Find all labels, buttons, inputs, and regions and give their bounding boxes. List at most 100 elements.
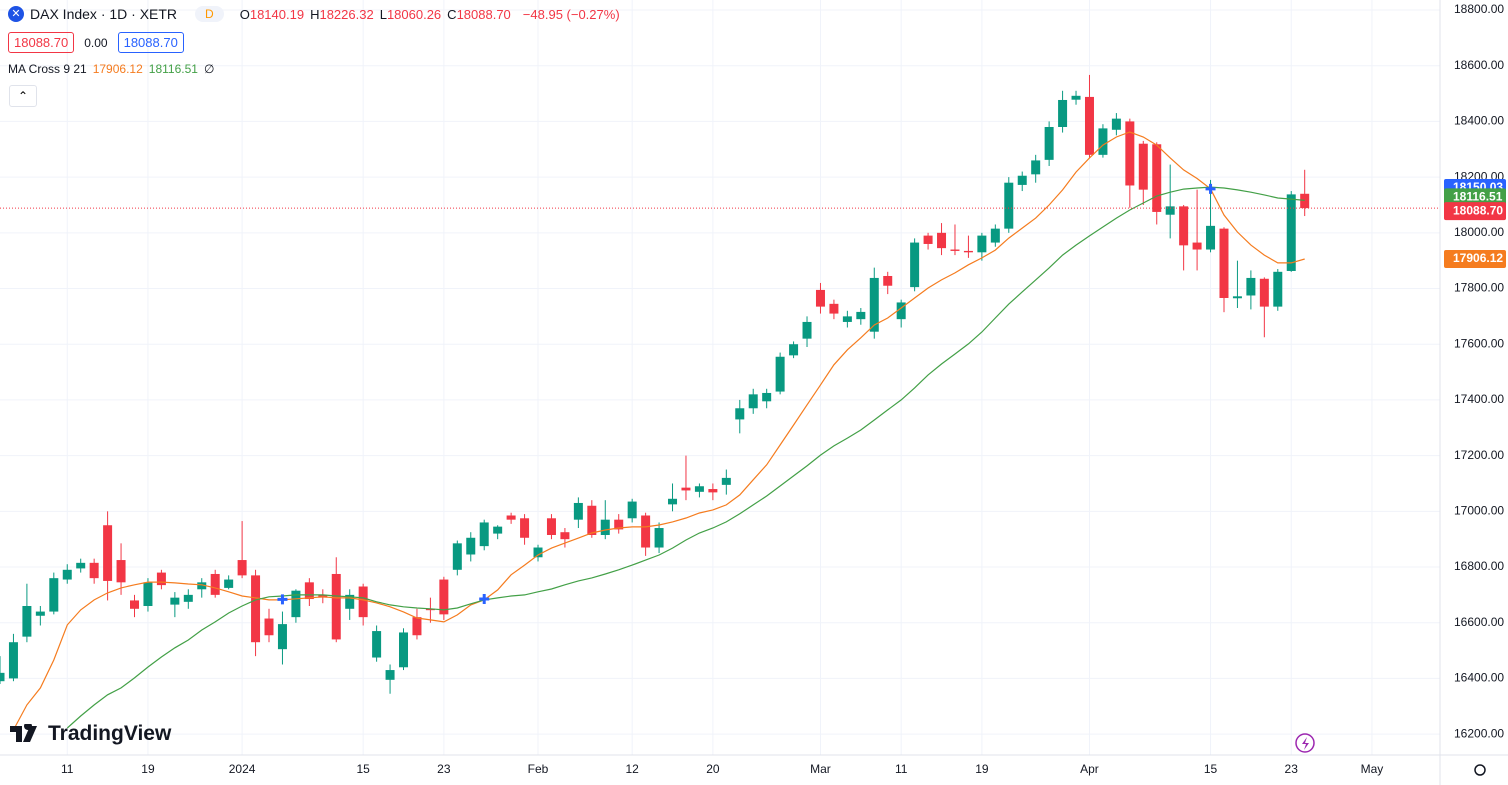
candle-body	[923, 235, 933, 244]
candle-body	[345, 594, 355, 609]
ohlc-value: 18088.70	[456, 6, 511, 22]
legend-row: ✕ DAX Index · 1D · XETR D O 18140.19 H 1822…	[8, 6, 626, 22]
candle-body	[910, 242, 920, 288]
candle-body	[1152, 144, 1162, 212]
cross-marker	[479, 594, 490, 605]
settings-icon	[1474, 764, 1486, 776]
candle-body	[694, 486, 704, 492]
y-tick-label: 16200.00	[1454, 726, 1504, 740]
x-tick-label: 2024	[229, 762, 256, 776]
candle-body	[1058, 99, 1068, 127]
x-tick-label: Apr	[1080, 762, 1099, 776]
candle-body	[641, 515, 651, 548]
cross-marker	[1205, 183, 1216, 194]
sell-box[interactable]: 18088.70	[8, 32, 75, 53]
candle-body	[1084, 96, 1094, 155]
alert-icon-bolt	[1302, 737, 1309, 750]
x-tick-label: Mar	[810, 762, 831, 776]
candle-body	[291, 590, 301, 618]
candle-body	[990, 228, 1000, 243]
candle-body	[546, 518, 556, 535]
candle-body	[560, 532, 570, 540]
candle-body	[1004, 182, 1014, 229]
candle-body	[143, 582, 153, 607]
candle-body	[815, 289, 825, 307]
candle-body	[1165, 206, 1175, 215]
candle-body	[856, 311, 866, 320]
candle-body	[62, 569, 72, 580]
candle-body	[35, 611, 45, 616]
candle-body	[237, 560, 247, 576]
candle-body	[1098, 128, 1108, 155]
candle-body	[183, 594, 193, 602]
indicator-extra: ∅	[203, 62, 215, 76]
candle-body	[439, 579, 449, 615]
candle-body	[197, 582, 207, 590]
candle-body	[452, 543, 462, 570]
badge[interactable]: D	[195, 6, 224, 22]
candle-body	[1017, 175, 1027, 185]
price-tag	[1444, 188, 1506, 207]
candle-body	[412, 617, 422, 636]
candle-body	[735, 408, 745, 420]
candle-body	[116, 560, 126, 583]
x-tick-label: 11	[895, 762, 908, 776]
candle-body	[896, 302, 906, 320]
x-tick-label: 11	[61, 762, 74, 776]
candle-body	[1219, 228, 1229, 298]
spread: 0.00	[84, 35, 108, 50]
collapse-button[interactable]: ⌃	[9, 85, 37, 107]
candle-body	[49, 578, 59, 612]
candle-body	[130, 600, 140, 609]
candle-body	[89, 562, 99, 579]
ohlc-value: 18140.19	[249, 6, 305, 22]
candle-body	[264, 618, 274, 636]
buy-box[interactable]: 18088.70	[117, 32, 184, 53]
candle-body	[425, 608, 435, 611]
candle-body	[251, 575, 261, 643]
y-tick-label: 17400.00	[1454, 392, 1504, 406]
candle-body	[654, 528, 664, 548]
candle-body	[8, 642, 18, 679]
candle-body	[668, 498, 678, 505]
candle-body	[103, 525, 113, 581]
candle-body	[829, 303, 839, 314]
price-tag-label: 18116.51	[1453, 190, 1503, 204]
candle-body	[156, 572, 166, 586]
x-tick-label: 19	[141, 762, 155, 776]
y-tick-label: 16400.00	[1454, 671, 1504, 685]
candle-body	[1125, 121, 1135, 186]
candle-body	[1031, 160, 1041, 175]
price-tag-label: 18088.70	[1453, 203, 1503, 217]
candle-body	[775, 356, 785, 392]
y-tick-label: 17000.00	[1454, 503, 1504, 517]
x-tick-label: 12	[625, 762, 639, 776]
x-tick-label: 23	[1285, 762, 1299, 776]
indicator-name: MA Cross 9 21	[8, 62, 87, 76]
x-tick-label: 15	[356, 762, 370, 776]
brand-icon	[10, 724, 37, 742]
brand-logo: TradingView	[10, 722, 171, 746]
y-tick-label: 16800.00	[1454, 559, 1504, 573]
candle-body	[883, 275, 893, 286]
candle-body	[466, 537, 476, 555]
price-tag	[1444, 202, 1506, 221]
candle-body	[1044, 126, 1054, 160]
candle-body	[721, 477, 731, 485]
candle-body	[506, 515, 516, 520]
candle-body	[1232, 296, 1242, 299]
indicator-value: 17906.12	[92, 62, 143, 76]
ohlc-key: C	[447, 6, 457, 22]
y-tick-label: 17200.00	[1454, 448, 1504, 462]
order-row: 18088.70 0.00 18088.70	[8, 32, 184, 53]
candle-body	[22, 606, 32, 637]
ma-line	[66, 186, 1305, 729]
x-tick-label: May	[1361, 762, 1384, 776]
candle-body	[977, 235, 987, 253]
candle-body	[520, 518, 530, 538]
candle-body	[1071, 95, 1081, 100]
candle-body	[842, 316, 852, 322]
y-tick-label: 18000.00	[1454, 225, 1504, 239]
